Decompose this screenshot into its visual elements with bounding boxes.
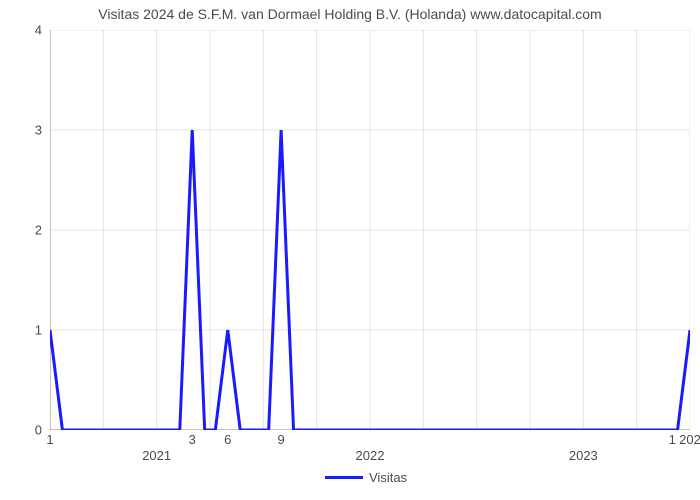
chart-plot [50,30,690,430]
x-axis-labels: 13691202202120222023 [50,432,690,472]
y-axis-labels: 01234 [0,30,42,430]
x-tick-major-label: 2022 [356,448,385,463]
x-tick-minor-label: 202 [679,432,700,447]
x-tick-major-label: 2023 [569,448,598,463]
y-tick-label: 4 [0,23,42,38]
y-tick-label: 2 [0,223,42,238]
x-tick-minor-label: 1 [46,432,53,447]
chart-legend: Visitas [325,470,407,485]
x-tick-major-label: 2021 [142,448,171,463]
x-tick-minor-label: 9 [277,432,284,447]
x-tick-minor-label: 1 [669,432,676,447]
legend-label: Visitas [369,470,407,485]
y-tick-label: 1 [0,323,42,338]
x-tick-minor-label: 3 [189,432,196,447]
x-tick-minor-label: 6 [224,432,231,447]
y-tick-label: 0 [0,423,42,438]
y-tick-label: 3 [0,123,42,138]
chart-title: Visitas 2024 de S.F.M. van Dormael Holdi… [0,6,700,22]
legend-line [325,476,363,479]
visits-chart: Visitas 2024 de S.F.M. van Dormael Holdi… [0,0,700,500]
